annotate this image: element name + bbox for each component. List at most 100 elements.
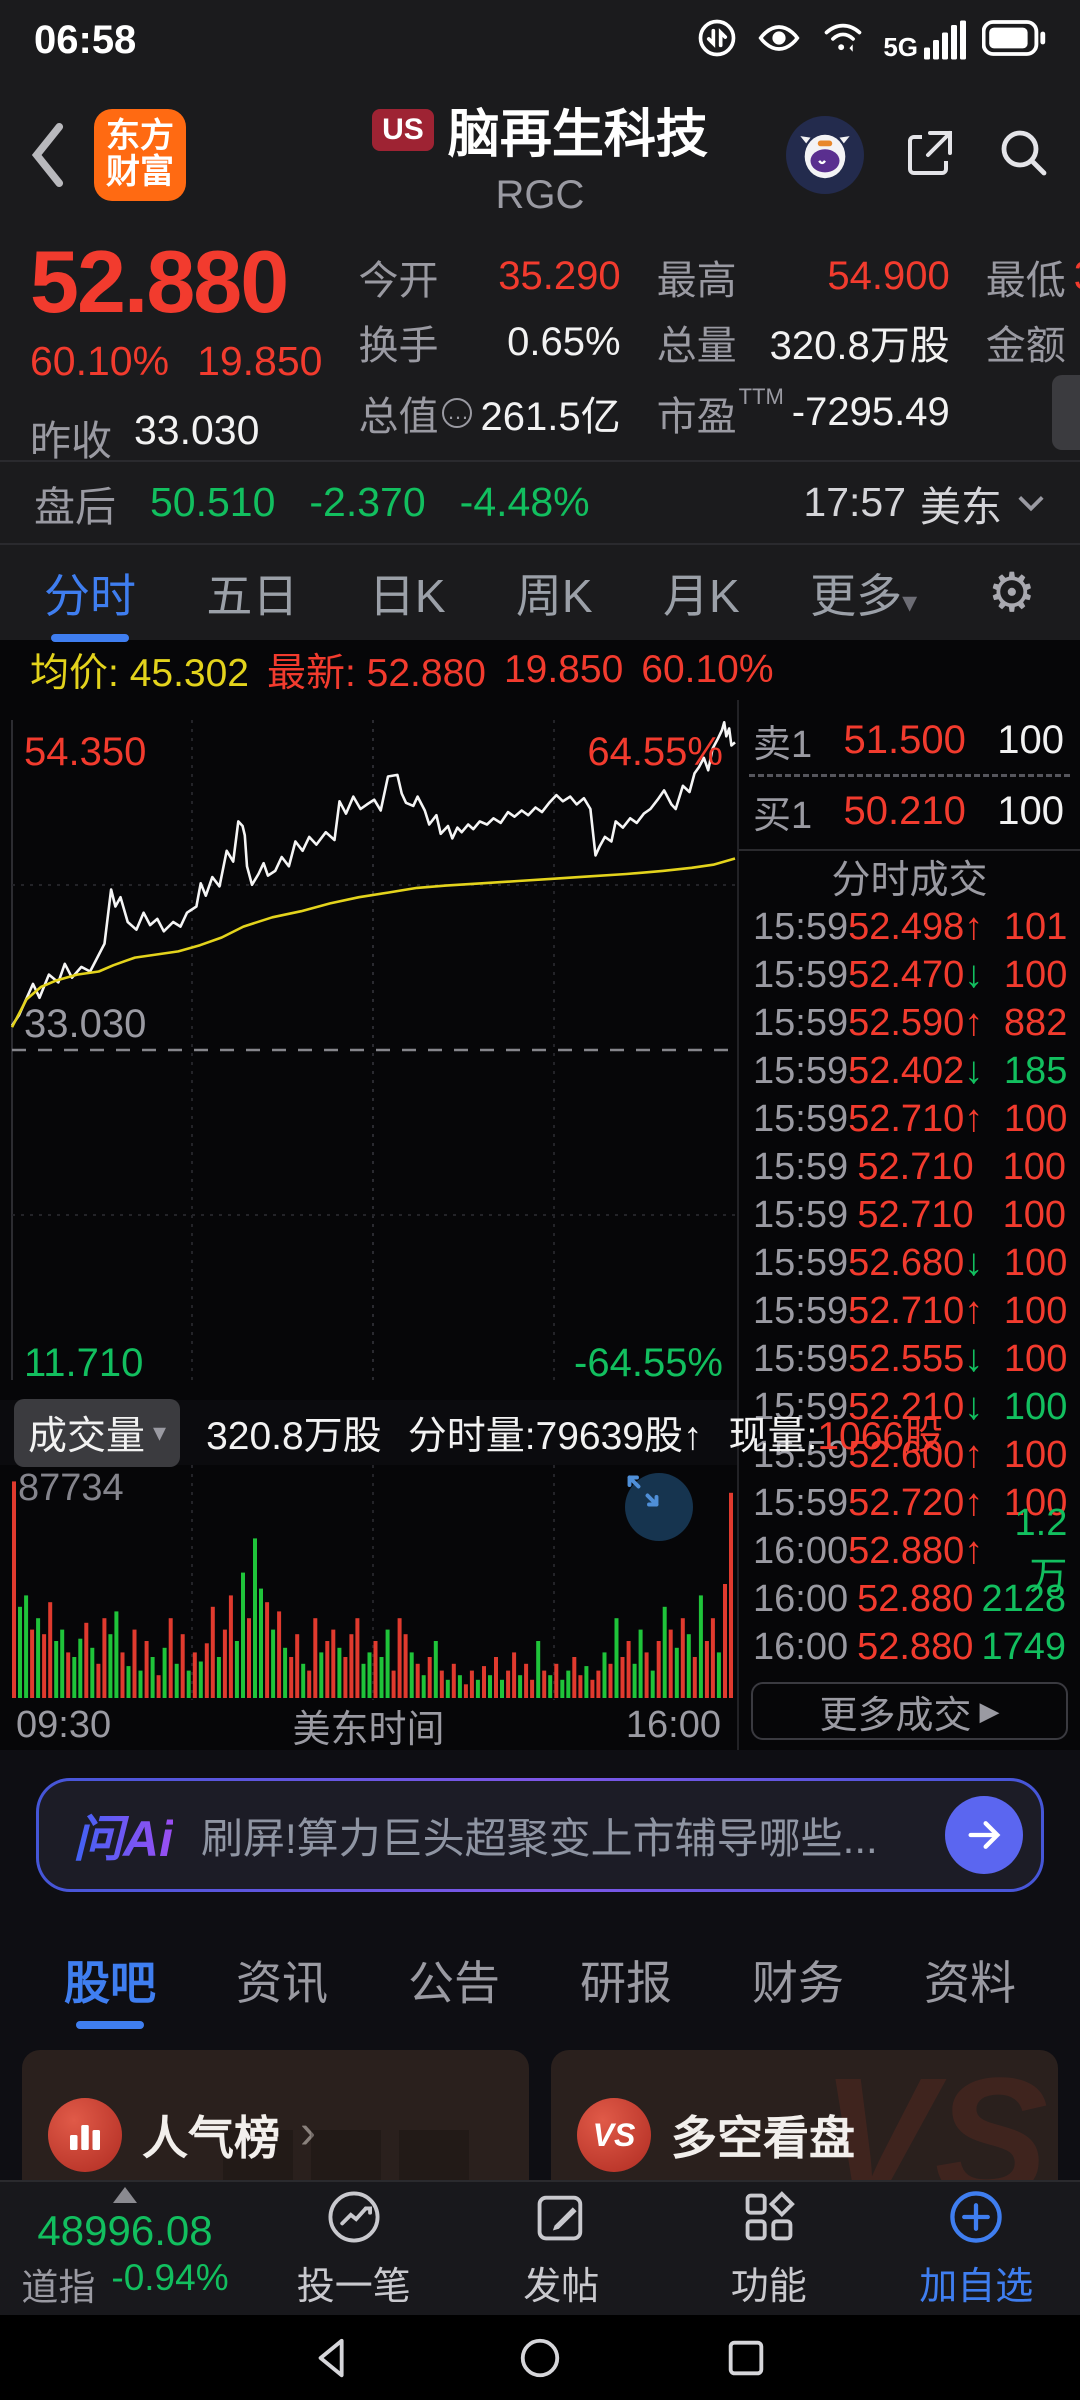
chart-settings-gear-icon[interactable]: ⚙	[987, 562, 1036, 623]
nav-post-button[interactable]: 发帖	[458, 2187, 666, 2310]
trade-price: 52.498↑	[848, 905, 984, 948]
ask-ai-submit-button[interactable]	[945, 1796, 1023, 1874]
expand-chart-button[interactable]	[625, 1473, 693, 1541]
trade-time: 15:59	[753, 1289, 849, 1332]
tape-row[interactable]: 16:00 52.880↑ 1.2万	[739, 1502, 1080, 1598]
nav-functions-button[interactable]: 功能	[665, 2187, 873, 2310]
battery-icon	[981, 18, 1046, 63]
android-back-button[interactable]	[311, 2335, 357, 2381]
tape-row[interactable]: 15:59 52.555↓ 100	[739, 1335, 1080, 1383]
ask-row[interactable]: 卖1 51.500 100	[739, 710, 1080, 770]
bull-bear-card[interactable]: VS VS 多空看盘	[551, 2050, 1058, 2180]
card-title: 多空看盘	[671, 2112, 855, 2164]
tape-row[interactable]: 15:59 52.680↓ 100	[739, 1239, 1080, 1287]
nav-functions-label: 功能	[730, 2266, 807, 2308]
tab-daily-k[interactable]: 日K	[368, 569, 446, 622]
trade-price: 52.555↓	[848, 1337, 984, 1380]
tab-research[interactable]: 研报	[580, 1957, 672, 2009]
share-icon[interactable]	[902, 125, 958, 186]
trade-volume: 100	[1003, 953, 1068, 996]
trade-icon	[328, 2191, 380, 2243]
tab-more[interactable]: 更多▾	[810, 569, 918, 622]
axis-start-time: 09:30	[16, 1703, 112, 1746]
tab-5day[interactable]: 五日	[206, 569, 299, 622]
trade-volume: 100	[1002, 1145, 1066, 1188]
tape-row[interactable]: 15:59 52.710 100	[739, 1143, 1080, 1191]
axis-end-time: 16:00	[625, 1703, 721, 1746]
trade-price: 52.710↑	[848, 1097, 984, 1140]
eastmoney-logo[interactable]: 东方 财富	[94, 109, 186, 201]
android-home-button[interactable]	[517, 2335, 563, 2381]
volume-chart-svg	[12, 1465, 733, 1700]
nav-trade-button[interactable]: 投一笔	[250, 2187, 458, 2310]
more-trades-label: 更多成交	[819, 1694, 972, 1737]
volume-indicator-selector[interactable]: 成交量 ▾	[14, 1398, 181, 1467]
avg-label: 均价:	[30, 652, 119, 695]
index-change: -0.94%	[111, 2256, 229, 2298]
ai-assistant-avatar[interactable]	[786, 116, 864, 194]
tape-row[interactable]: 15:59 52.710↑ 100	[739, 1095, 1080, 1143]
android-recents-button[interactable]	[723, 2335, 769, 2381]
timezone-selector[interactable]: 17:57 美东	[803, 473, 1046, 533]
tape-row[interactable]: 15:59 52.210↓ 100	[739, 1383, 1080, 1431]
tape-row[interactable]: 15:59 52.498↑ 101	[739, 903, 1080, 951]
ask-ai-bar[interactable]: 问Ai 刷屏!算力巨头超聚变上市辅导哪些...	[39, 1781, 1041, 1889]
stat-label: 总量	[656, 324, 737, 369]
tape-row[interactable]: 15:59 52.710↑ 100	[739, 1287, 1080, 1335]
index-quote-item[interactable]: 48996.08 道指 -0.94%	[0, 2186, 250, 2311]
nav-post-label: 发帖	[523, 2266, 600, 2308]
orderbook-divider	[749, 774, 1070, 777]
bottom-nav: 48996.08 道指 -0.94% 投一笔 发帖 功能 加自选	[0, 2180, 1080, 2315]
volume-header: 成交量 ▾ 320.8万股 分时量:79639股↑ 现量:1066股	[0, 1398, 943, 1467]
add-watchlist-button[interactable]: 加自选	[873, 2187, 1080, 2310]
tab-profile[interactable]: 资料	[924, 1957, 1016, 2009]
tape-row[interactable]: 15:59 52.402↓ 185	[739, 1047, 1080, 1095]
more-trades-button[interactable]: 更多成交 ▶	[751, 1682, 1068, 1740]
popularity-rank-card[interactable]: 人气榜 ›	[22, 2050, 529, 2180]
back-button[interactable]	[28, 123, 88, 187]
search-icon[interactable]	[996, 125, 1052, 186]
tape-row[interactable]: 16:00 52.880 2128	[739, 1575, 1080, 1623]
tab-announcements[interactable]: 公告	[408, 1957, 500, 2009]
tape-row[interactable]: 15:59 52.720↑ 100	[739, 1479, 1080, 1527]
index-value: 48996.08	[37, 2206, 213, 2254]
stat-label: 最高	[656, 258, 737, 303]
trade-volume: 101	[1003, 905, 1068, 948]
tape-rows[interactable]: 15:59 52.498↑ 101 15:59 52.470↓ 100 15:59 52.59…	[739, 903, 1080, 1676]
tape-row[interactable]: 15:59 52.590↑ 882	[739, 999, 1080, 1047]
tab-financials[interactable]: 财务	[752, 1957, 844, 2009]
bid-row[interactable]: 买1 50.210 100	[739, 781, 1080, 841]
tape-panel: 卖1 51.500 100 买1 50.210 100 分时成交 15:59 52…	[737, 700, 1080, 1750]
trade-volume: 100	[1003, 1481, 1068, 1524]
axis-timezone-label: 美东时间	[292, 1708, 445, 1751]
trade-time: 15:59	[753, 1097, 849, 1140]
tab-weekly-k[interactable]: 周K	[515, 569, 593, 622]
tape-row[interactable]: 15:59 52.710 100	[739, 1191, 1080, 1239]
timezone-label: 美东	[920, 483, 1002, 530]
trade-time: 15:59	[753, 1193, 849, 1236]
chart-high-label: 54.350	[24, 730, 147, 774]
trade-time: 15:59	[753, 1481, 849, 1524]
trade-time: 15:59	[753, 1337, 849, 1380]
tab-guba[interactable]: 股吧	[64, 1931, 156, 2029]
tape-row[interactable]: 15:59 52.470↓ 100	[739, 951, 1080, 999]
tape-row[interactable]: 15:59 52.600↑ 100	[739, 1431, 1080, 1479]
more-stats-button[interactable]: 更多	[1052, 375, 1080, 450]
price-chart[interactable]: 54.350 64.55% 33.030 11.710 -64.55%	[0, 700, 737, 1400]
volume-chart[interactable]: 87734	[0, 1465, 737, 1700]
tape-row[interactable]: 16:00 52.880 1749	[739, 1623, 1080, 1671]
trade-time: 16:00	[753, 1529, 849, 1572]
trade-volume: 100	[1003, 1385, 1068, 1428]
intraday-chart[interactable]: 54.350 64.55% 33.030 11.710 -64.55% 成交量 ▾…	[0, 700, 943, 1751]
status-bar: 06:58 5G	[0, 0, 1080, 80]
tab-monthly-k[interactable]: 月K	[663, 569, 740, 622]
tab-minute[interactable]: 分时	[44, 546, 136, 640]
info-icon[interactable]: …	[442, 397, 473, 428]
afterhours-row: 盘后 50.510 -2.370 -4.48% 17:57 美东	[0, 460, 1080, 545]
volume-selector-label: 成交量	[28, 1414, 146, 1458]
panel-divider	[739, 849, 1080, 851]
section-tabs: 股吧 资讯 公告 研报 财务 资料	[0, 1920, 1080, 2040]
chevron-down-icon	[1018, 495, 1044, 511]
tab-news[interactable]: 资讯	[236, 1957, 328, 2009]
trade-volume: 100	[1003, 1337, 1068, 1380]
